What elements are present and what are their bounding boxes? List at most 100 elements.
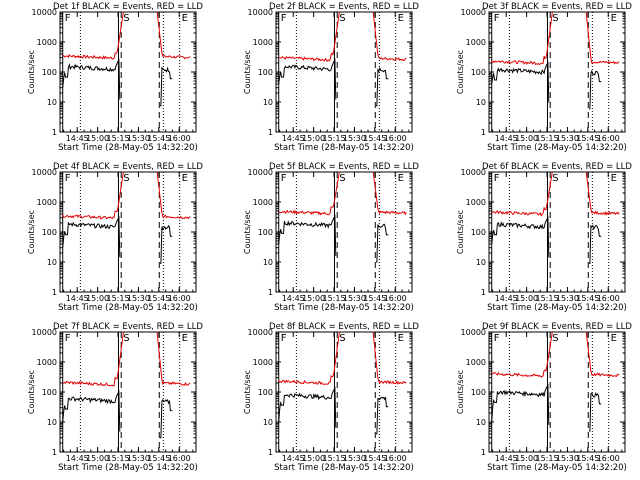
x-tick-label: 15:15	[535, 294, 558, 303]
y-tick-label: 1000	[37, 38, 57, 47]
series-group	[62, 172, 191, 264]
marker-letter-e: E	[611, 13, 617, 24]
marker-letter-f: F	[494, 173, 500, 184]
y-tick-label: 10	[476, 98, 486, 107]
x-tick-label: 15:00	[515, 294, 538, 303]
marker-letter-e: E	[182, 173, 188, 184]
series-group	[278, 172, 407, 263]
x-tick-label: 15:30	[556, 454, 579, 463]
x-tick-label: 15:00	[86, 454, 109, 463]
x-axis-label: Start Time (28-May-05 14:32:20)	[58, 303, 198, 313]
events-series-line-1	[62, 58, 121, 100]
x-tick-label: 15:00	[515, 134, 538, 143]
detector-panel-3: Det 3f BLACK = Events, RED = LLD 1 10 100 10…	[456, 2, 632, 153]
x-tick-label: 16:00	[597, 294, 620, 303]
lld-series-line	[491, 332, 620, 378]
y-tick-label: 100	[471, 68, 486, 77]
marker-letter-s: S	[123, 13, 129, 24]
lld-series-line	[491, 172, 620, 217]
y-tick-label: 100	[258, 228, 273, 237]
y-tick-label: 100	[471, 228, 486, 237]
marker-letter-s: S	[552, 173, 558, 184]
y-tick-label: 1	[268, 288, 273, 297]
x-tick-label: 15:45	[147, 134, 170, 143]
marker-letter-e: E	[398, 333, 404, 344]
detector-panel-5: Det 5f BLACK = Events, RED = LLD 1 10 100 10…	[243, 162, 419, 313]
lld-series-line	[278, 172, 407, 216]
events-series-line-2	[376, 223, 389, 263]
y-tick-label: 10	[47, 258, 57, 267]
x-tick-label: 16:00	[384, 294, 407, 303]
y-tick-label: 10000	[248, 168, 273, 177]
y-axis-label: Counts/sec	[456, 370, 465, 414]
y-tick-label: 1000	[466, 358, 486, 367]
x-tick-label: 15:00	[302, 454, 325, 463]
x-tick-label: 15:30	[343, 454, 366, 463]
events-series-line-1	[278, 214, 337, 256]
panel-title: Det 2f BLACK = Events, RED = LLD	[269, 2, 419, 12]
events-series-line-2	[160, 66, 173, 107]
lld-series-line	[62, 172, 191, 220]
detector-panel-7: Det 7f BLACK = Events, RED = LLD 1 10 100 10…	[27, 322, 203, 473]
y-tick-label: 1	[268, 448, 273, 457]
x-tick-label: 15:00	[86, 294, 109, 303]
x-tick-label: 15:45	[363, 294, 386, 303]
x-tick-label: 15:15	[322, 134, 345, 143]
y-tick-label: 10	[476, 258, 486, 267]
x-tick-label: 14:45	[282, 454, 305, 463]
y-tick-label: 10000	[32, 8, 57, 17]
events-series-line-2	[589, 69, 602, 110]
marker-letter-s: S	[123, 173, 129, 184]
y-tick-label: 10	[47, 98, 57, 107]
y-tick-label: 1	[481, 128, 486, 137]
x-tick-label: 15:30	[127, 294, 150, 303]
x-tick-label: 15:00	[302, 134, 325, 143]
x-tick-label: 15:15	[106, 294, 129, 303]
lld-series-line	[278, 12, 407, 63]
x-tick-label: 15:45	[363, 454, 386, 463]
y-tick-label: 10000	[461, 168, 486, 177]
events-series-line-2	[589, 224, 602, 264]
y-axis-label: Counts/sec	[243, 370, 252, 414]
marker-letter-s: S	[339, 173, 345, 184]
detector-panel-4: Det 4f BLACK = Events, RED = LLD 1 10 100 10…	[27, 162, 203, 313]
x-tick-label: 15:15	[535, 454, 558, 463]
panel-title: Det 9f BLACK = Events, RED = LLD	[482, 322, 632, 332]
events-series-line-1	[278, 386, 337, 428]
y-tick-label: 10000	[32, 328, 57, 337]
x-tick-label: 14:45	[282, 134, 305, 143]
x-tick-label: 14:45	[66, 294, 89, 303]
y-tick-label: 100	[258, 388, 273, 397]
marker-letter-f: F	[281, 173, 287, 184]
marker-letter-e: E	[398, 173, 404, 184]
x-tick-label: 15:45	[147, 454, 170, 463]
x-tick-label: 16:00	[168, 454, 191, 463]
series-group	[491, 172, 620, 264]
events-series-line-2	[160, 398, 173, 439]
marker-letter-e: E	[398, 13, 404, 24]
y-tick-label: 10000	[461, 328, 486, 337]
events-series-line-1	[62, 390, 121, 432]
x-axis-label: Start Time (28-May-05 14:32:20)	[274, 303, 414, 313]
y-tick-label: 10	[263, 98, 273, 107]
y-tick-label: 1000	[466, 38, 486, 47]
y-tick-label: 1000	[253, 38, 273, 47]
marker-letter-s: S	[552, 333, 558, 344]
y-axis-label: Counts/sec	[27, 210, 36, 254]
y-tick-label: 10	[263, 418, 273, 427]
x-tick-label: 16:00	[168, 134, 191, 143]
series-group	[491, 12, 620, 110]
events-series-line-1	[491, 61, 550, 103]
marker-letter-s: S	[339, 333, 345, 344]
x-tick-label: 14:45	[495, 294, 518, 303]
y-tick-label: 1	[481, 288, 486, 297]
events-series-line-2	[160, 224, 173, 264]
marker-letter-f: F	[494, 333, 500, 344]
x-tick-label: 14:45	[282, 294, 305, 303]
y-tick-label: 10000	[461, 8, 486, 17]
y-axis-label: Counts/sec	[243, 210, 252, 254]
marker-letter-f: F	[281, 13, 287, 24]
x-axis-label: Start Time (28-May-05 14:32:20)	[274, 463, 414, 473]
panel-title: Det 5f BLACK = Events, RED = LLD	[269, 162, 419, 172]
